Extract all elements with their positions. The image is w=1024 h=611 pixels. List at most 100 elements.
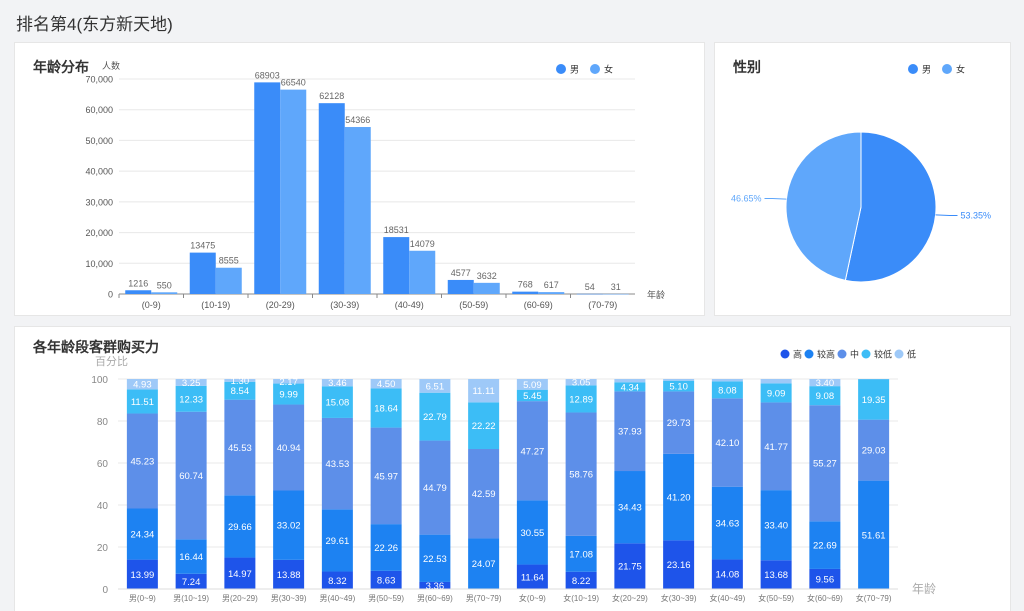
legend-label: 女 bbox=[604, 64, 613, 75]
legend-marker bbox=[942, 64, 952, 74]
x-tick-label: 女(0~9) bbox=[519, 593, 546, 603]
x-tick-label: 男(50~59) bbox=[368, 594, 404, 603]
data-label: 54 bbox=[585, 282, 595, 292]
y-tick-label: 60,000 bbox=[85, 105, 113, 115]
segment-label: 21.75 bbox=[618, 562, 642, 573]
segment-label: 22.69 bbox=[813, 541, 837, 552]
data-label: 3632 bbox=[477, 271, 497, 281]
x-tick-label: (50-59) bbox=[459, 300, 488, 310]
segment-label: 55.27 bbox=[813, 459, 837, 470]
pie-value-label: 46.65% bbox=[731, 193, 762, 203]
segment-label: 34.43 bbox=[618, 503, 642, 514]
data-label: 66540 bbox=[281, 78, 306, 88]
segment-label: 5.45 bbox=[523, 391, 542, 402]
y-tick-label: 40,000 bbox=[85, 167, 113, 177]
segment-label: 3.36 bbox=[426, 581, 445, 592]
segment-label: 4.50 bbox=[377, 379, 396, 390]
x-tick-label: (60-69) bbox=[524, 300, 553, 310]
x-tick-label: (20-29) bbox=[266, 300, 295, 310]
x-tick-label: 女(50~59) bbox=[758, 593, 794, 603]
x-tick-label: 女(30~39) bbox=[661, 593, 697, 603]
segment-label: 41.77 bbox=[764, 442, 788, 453]
segment-label: 29.03 bbox=[862, 446, 886, 457]
y-tick-label: 0 bbox=[108, 290, 113, 300]
data-label: 54366 bbox=[345, 115, 370, 125]
legend-label: 中 bbox=[850, 349, 859, 360]
segment-label: 9.09 bbox=[767, 388, 786, 399]
segment-label: 14.97 bbox=[228, 569, 252, 580]
bar-female bbox=[603, 294, 629, 295]
x-axis-label: 年龄 bbox=[647, 289, 665, 300]
y-tick-label: 50,000 bbox=[85, 136, 113, 146]
legend-marker bbox=[781, 350, 790, 359]
bar-male bbox=[125, 290, 151, 294]
x-tick-label: 男(40~49) bbox=[319, 594, 355, 603]
bar-male bbox=[448, 280, 474, 294]
segment-label: 34.63 bbox=[715, 519, 739, 530]
segment-label: 9.56 bbox=[816, 574, 835, 585]
legend-marker bbox=[556, 64, 566, 74]
x-tick-label: 女(10~19) bbox=[563, 593, 599, 603]
stacked-segment bbox=[761, 379, 792, 383]
x-tick-label: 女(70~79) bbox=[856, 593, 892, 603]
data-label: 18531 bbox=[384, 225, 409, 235]
segment-label: 30.55 bbox=[520, 528, 544, 539]
segment-label: 3.46 bbox=[328, 378, 347, 389]
segment-label: 22.26 bbox=[374, 543, 398, 554]
segment-label: 22.53 bbox=[423, 554, 447, 565]
y-axis-label: 百分比 bbox=[95, 355, 128, 368]
legend-label: 较高 bbox=[817, 349, 835, 360]
bar-female bbox=[345, 127, 371, 294]
segment-label: 3.25 bbox=[182, 378, 201, 389]
segment-label: 19.35 bbox=[862, 395, 886, 406]
x-tick-label: 女(40~49) bbox=[709, 593, 745, 603]
legend-label: 较低 bbox=[874, 349, 892, 360]
data-label: 68903 bbox=[255, 70, 280, 80]
purchasing-power-chart: 020406080100百分比年龄13.9924.3445.2311.514.9… bbox=[15, 327, 1010, 611]
segment-label: 58.76 bbox=[569, 470, 593, 481]
legend-marker bbox=[908, 64, 918, 74]
y-axis-label: 人数 bbox=[102, 60, 120, 71]
data-label: 550 bbox=[157, 280, 172, 290]
y-tick-label: 0 bbox=[102, 585, 108, 596]
segment-label: 8.08 bbox=[718, 385, 737, 396]
segment-label: 3.40 bbox=[816, 378, 835, 389]
bar-female bbox=[409, 251, 435, 294]
segment-label: 16.44 bbox=[179, 552, 203, 563]
segment-label: 24.07 bbox=[472, 559, 496, 570]
segment-label: 45.53 bbox=[228, 443, 252, 454]
x-tick-label: 男(70~79) bbox=[466, 594, 502, 603]
segment-label: 29.73 bbox=[667, 418, 691, 429]
page-title: 排名第4(东方新天地) bbox=[16, 10, 173, 35]
y-tick-label: 20,000 bbox=[85, 228, 113, 238]
segment-label: 22.22 bbox=[472, 421, 496, 432]
data-label: 1216 bbox=[128, 278, 148, 288]
segment-label: 8.32 bbox=[328, 576, 347, 587]
x-tick-label: 女(20~29) bbox=[612, 593, 648, 603]
y-tick-label: 70,000 bbox=[85, 75, 113, 85]
segment-label: 29.61 bbox=[325, 536, 349, 547]
segment-label: 8.54 bbox=[231, 386, 250, 397]
segment-label: 13.88 bbox=[277, 570, 301, 581]
segment-label: 5.10 bbox=[669, 382, 688, 393]
legend-label: 男 bbox=[922, 65, 931, 75]
pie-slice-female bbox=[786, 132, 861, 280]
segment-label: 37.93 bbox=[618, 427, 642, 438]
bar-male bbox=[319, 103, 345, 294]
segment-label: 11.11 bbox=[472, 386, 494, 397]
segment-label: 29.66 bbox=[228, 522, 252, 533]
gender-card: 性别 53.35%46.65%男女 bbox=[714, 42, 1011, 316]
x-tick-label: (30-39) bbox=[330, 300, 359, 310]
segment-label: 13.99 bbox=[130, 570, 154, 581]
segment-label: 13.68 bbox=[764, 570, 788, 581]
legend-label: 男 bbox=[570, 65, 579, 75]
segment-label: 60.74 bbox=[179, 471, 203, 482]
y-tick-label: 10,000 bbox=[85, 259, 113, 269]
x-tick-label: 男(60~69) bbox=[417, 594, 453, 603]
segment-label: 18.64 bbox=[374, 404, 398, 415]
legend-marker bbox=[590, 64, 600, 74]
legend-label: 高 bbox=[793, 349, 802, 360]
age-distribution-chart: 010,00020,00030,00040,00050,00060,00070,… bbox=[15, 43, 704, 315]
data-label: 13475 bbox=[190, 241, 215, 251]
